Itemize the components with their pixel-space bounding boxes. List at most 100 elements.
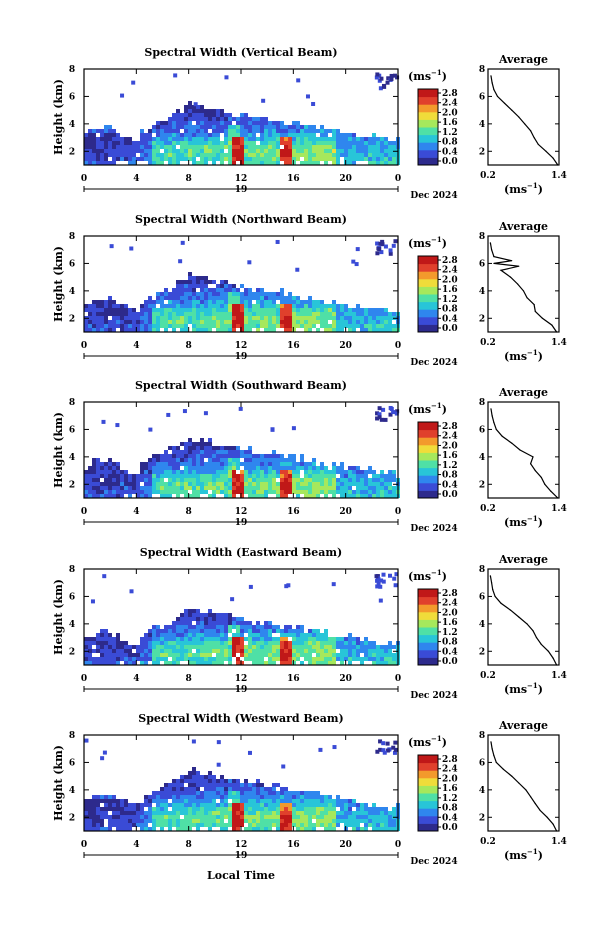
heatmap-cell [292, 129, 296, 133]
heatmap-cell [92, 823, 96, 827]
heatmap-cell [200, 446, 204, 450]
heatmap-cell [112, 641, 116, 645]
heatmap-cell [252, 292, 256, 296]
heatmap-cell [380, 645, 384, 649]
heatmap-cell [200, 304, 204, 308]
heatmap-cell [324, 478, 328, 482]
heatmap-cell [216, 762, 221, 767]
heatmap-cell [224, 795, 228, 799]
heatmap-cell [260, 823, 264, 827]
heatmap-cell [260, 633, 264, 637]
heatmap-cell [288, 470, 292, 474]
heatmap-cell [348, 811, 352, 815]
heatmap-cell [280, 490, 284, 494]
heatmap-cell [388, 149, 392, 153]
heatmap-cell [292, 490, 296, 494]
heatmap-cell [176, 490, 180, 494]
heatmap-cell [84, 486, 88, 490]
heatmap-cell [344, 149, 348, 153]
heatmap-cell [332, 129, 336, 133]
colorbar-swatch [418, 793, 438, 802]
heatmap-cell [320, 815, 324, 819]
heatmap-cell [248, 657, 252, 661]
heatmap-cell [96, 637, 100, 641]
average-profile-point [490, 582, 493, 584]
heatmap-cell [252, 787, 256, 791]
heatmap-cell [172, 474, 176, 478]
heatmap-cell [244, 308, 248, 312]
heatmap-cell [272, 458, 276, 462]
heatmap-cell [360, 811, 364, 815]
heatmap-cell [84, 641, 88, 645]
heatmap-cell [152, 823, 156, 827]
heatmap-cell [188, 442, 192, 446]
heatmap-cell [291, 426, 296, 431]
heatmap-cell [204, 141, 208, 145]
heatmap-cell [188, 641, 192, 645]
heatmap-cell [296, 653, 300, 657]
heatmap-cell [260, 653, 264, 657]
y-axis-label: Height (km) [52, 745, 65, 821]
heatmap-cell [100, 819, 104, 823]
heatmap-cell [244, 320, 248, 324]
heatmap-cell [320, 637, 324, 641]
heatmap-cell [260, 791, 264, 795]
heatmap-cell [252, 827, 256, 831]
heatmap-cell [272, 450, 276, 454]
heatmap-cell [148, 312, 152, 316]
average-profile-point [500, 269, 502, 271]
heatmap-cell [216, 482, 220, 486]
heatmap-cell [220, 121, 224, 125]
heatmap-cell [84, 153, 88, 157]
heatmap-cell [200, 442, 204, 446]
heatmap-cell [144, 494, 148, 498]
heatmap-cell [176, 462, 180, 466]
heatmap-cell [164, 153, 168, 157]
heatmap-cell [212, 149, 216, 153]
heatmap-cell [272, 811, 276, 815]
heatmap-cell [92, 466, 96, 470]
heatmap-cell [300, 799, 304, 803]
heatmap-cell [188, 288, 192, 292]
average-profile-point [518, 616, 520, 618]
heatmap-cell [188, 308, 192, 312]
heatmap-cell [336, 137, 340, 141]
heatmap-cell [344, 316, 348, 320]
heatmap-cell [272, 300, 276, 304]
heatmap-cell [172, 133, 176, 137]
heatmap-cell [236, 320, 240, 324]
heatmap-cell [116, 157, 120, 161]
heatmap-cell [228, 649, 232, 653]
heatmap-cell [176, 649, 180, 653]
y-axis-label: Height (km) [52, 246, 65, 322]
heatmap-cell [212, 454, 216, 458]
heatmap-cell [240, 121, 244, 125]
heatmap-cell [247, 750, 252, 755]
heatmap-cell [156, 292, 160, 296]
heatmap-cell [176, 137, 180, 141]
heatmap-cell [240, 819, 244, 823]
heatmap-cell [208, 113, 212, 117]
heatmap-cell [108, 145, 112, 149]
heatmap-cell [280, 486, 284, 490]
heatmap-cell [220, 296, 224, 300]
heatmap-cell [164, 637, 168, 641]
heatmap-cell [272, 629, 276, 633]
heatmap-cell [220, 474, 224, 478]
heatmap-cell [104, 482, 108, 486]
heatmap-cell [196, 153, 200, 157]
heatmap-cell [228, 645, 232, 649]
heatmap-cell [308, 149, 312, 153]
heatmap-cell [172, 649, 176, 653]
heatmap-cell [140, 661, 144, 665]
heatmap-cell [188, 617, 192, 621]
heatmap-cell [188, 819, 192, 823]
heatmap-cell [156, 815, 160, 819]
heatmap-cell [172, 787, 176, 791]
heatmap-cell [328, 649, 332, 653]
heatmap-cell [284, 661, 288, 665]
heatmap-cell [244, 637, 248, 641]
heatmap-cell [224, 137, 228, 141]
heatmap-cell [292, 462, 296, 466]
heatmap-cell [368, 823, 372, 827]
